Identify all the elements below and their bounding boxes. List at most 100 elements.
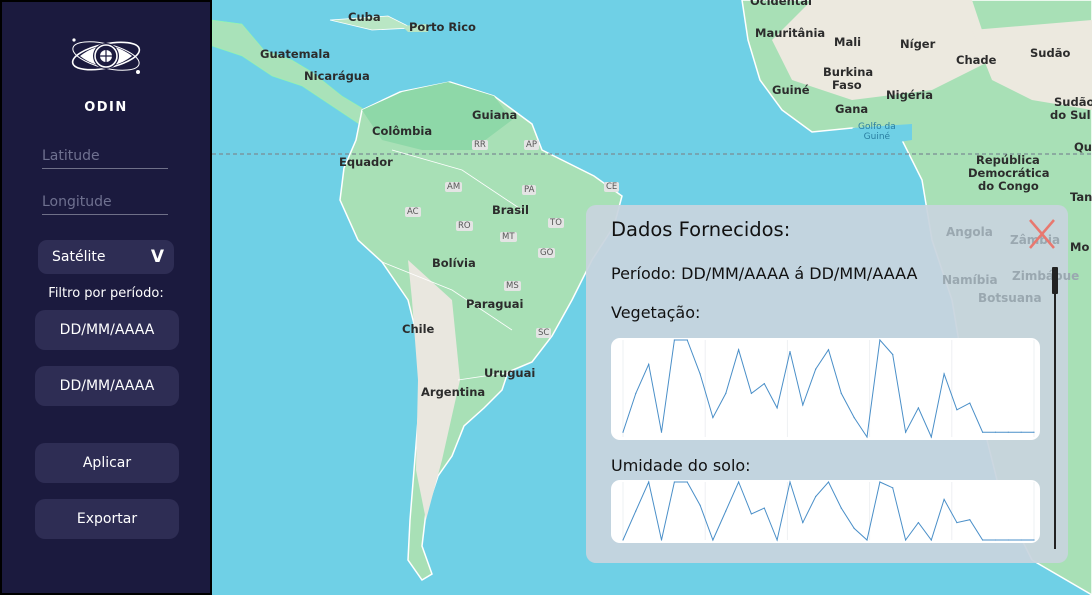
- map-label-chade: Chade: [956, 53, 997, 67]
- close-x-icon[interactable]: [1026, 217, 1058, 251]
- chart-point: [994, 431, 997, 433]
- map-state-rr: RR: [472, 140, 488, 150]
- chart-point: [699, 373, 701, 375]
- chart-point: [853, 417, 855, 419]
- map-label-porto-rico: Porto Rico: [409, 20, 476, 34]
- export-button[interactable]: Exportar: [35, 499, 179, 539]
- chart-series-line: [622, 338, 1034, 439]
- chart-point: [750, 392, 752, 394]
- chart-point: [917, 522, 919, 524]
- chevron-down-icon: V: [150, 247, 164, 267]
- chart-point: [738, 481, 740, 483]
- map-label-golfo-guine: Golfo da Guiné: [858, 122, 896, 142]
- chart-point: [802, 404, 804, 406]
- panel-scrollbar-thumb[interactable]: [1052, 267, 1058, 294]
- sidebar: ODIN Satélite V Filtro por período: DD/M…: [0, 0, 212, 595]
- chart-point: [917, 407, 919, 409]
- chart-point: [1033, 539, 1035, 541]
- map-label-equador: Equador: [339, 155, 393, 169]
- chart-point: [660, 431, 663, 433]
- chart-point: [956, 409, 958, 411]
- map-label-guatemala: Guatemala: [260, 47, 331, 61]
- chart-point: [686, 481, 688, 483]
- map-label-uruguai: Uruguai: [484, 366, 536, 380]
- map-state-sc: SC: [536, 328, 552, 338]
- map-label-sudao-do-sul-1: Sudão: [1054, 95, 1092, 109]
- chart-point: [879, 481, 881, 483]
- map-state-ro: RO: [456, 221, 473, 231]
- chart-point: [866, 436, 868, 438]
- chart-point: [840, 392, 842, 394]
- map-label-cuba: Cuba: [348, 10, 381, 24]
- map-label-colombia: Colômbia: [372, 124, 433, 138]
- apply-button[interactable]: Aplicar: [35, 443, 179, 483]
- chart-point: [699, 504, 701, 506]
- chart-point: [1007, 431, 1009, 433]
- chart-point: [673, 339, 675, 341]
- chart-point: [905, 539, 907, 541]
- map-state-mt: MT: [500, 232, 517, 242]
- chart-point: [982, 539, 984, 541]
- map-label-niger: Níger: [900, 37, 936, 51]
- chart-series-line: [622, 480, 1034, 542]
- chart-point: [956, 522, 958, 524]
- map-label-rep-3: do Congo: [978, 179, 1039, 193]
- chart-point: [930, 436, 932, 438]
- map-label-burkina: Burkina: [823, 65, 874, 79]
- map-label-sudao-do-sul-2: do Sul: [1050, 108, 1091, 122]
- chart-point: [982, 431, 984, 433]
- chart-point: [943, 373, 945, 375]
- map-state-ce: CE: [604, 182, 620, 192]
- map-label-guiana: Guiana: [472, 108, 518, 122]
- chart-point: [1020, 539, 1022, 541]
- period-filter-label: Filtro por período:: [48, 286, 164, 301]
- map-label-mali: Mali: [834, 35, 862, 49]
- chart-point: [622, 539, 624, 541]
- map-label-bolivia: Bolívia: [432, 256, 476, 270]
- chart-point: [969, 519, 971, 521]
- data-panel: Angola Zâmbia Zimbábue Namíbia Botsuana …: [586, 205, 1079, 563]
- panel-scrollbar-track[interactable]: [1054, 267, 1056, 549]
- chart-point: [789, 351, 791, 353]
- chart-point: [660, 539, 663, 541]
- chart-point: [905, 431, 907, 433]
- map-state-ac: AC: [405, 207, 421, 217]
- chart-point: [866, 539, 868, 541]
- soil-moisture-label: Umidade do solo:: [611, 456, 751, 475]
- map-state-pa: PA: [522, 185, 537, 195]
- map-state-go: GO: [538, 248, 556, 258]
- longitude-input[interactable]: [42, 190, 168, 215]
- map-label-qu: Qu: [1074, 140, 1092, 154]
- map-state-to: TO: [548, 218, 564, 228]
- chart-point: [994, 539, 997, 541]
- odin-eye-logo-icon: [71, 38, 141, 74]
- map-label-gana: Gana: [835, 102, 869, 116]
- app-name: ODIN: [84, 100, 128, 115]
- soil-moisture-chart: [611, 480, 1040, 543]
- map-label-angola: Angola: [946, 225, 993, 239]
- map-state-ap: AP: [524, 140, 539, 150]
- chart-point: [1007, 539, 1009, 541]
- chart-point: [892, 353, 894, 356]
- map-label-brasil: Brasil: [492, 203, 529, 217]
- start-date-field[interactable]: DD/MM/AAAA: [35, 310, 179, 350]
- chart-point: [673, 481, 675, 483]
- chart-point: [750, 513, 752, 515]
- map-label-nigeria: Nigéria: [886, 88, 933, 102]
- latitude-input[interactable]: [42, 144, 168, 169]
- chart-point: [738, 349, 740, 351]
- chart-point: [815, 495, 817, 498]
- layer-select[interactable]: Satélite V: [38, 240, 174, 274]
- map-state-am: AM: [445, 182, 463, 192]
- end-date-field[interactable]: DD/MM/AAAA: [35, 366, 179, 406]
- chart-point: [635, 510, 637, 512]
- map-label-tanzania: Tanzân: [1070, 190, 1092, 204]
- chart-point: [776, 539, 778, 541]
- chart-point: [840, 507, 842, 509]
- map-label-sudao: Sudão: [1030, 46, 1071, 60]
- map-label-faso: Faso: [832, 78, 862, 92]
- chart-point: [635, 392, 637, 394]
- map-label-mo: Mo: [1070, 240, 1090, 254]
- chart-point: [763, 383, 765, 385]
- map-label-zambia: Zâmbia: [1010, 233, 1061, 247]
